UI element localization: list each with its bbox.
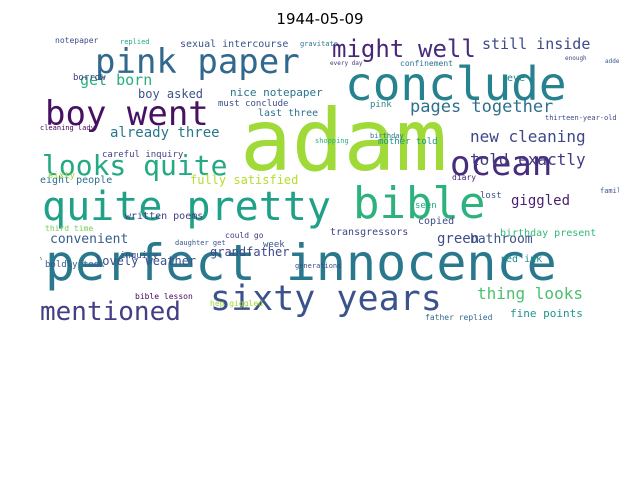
word-fully-satisfied: fully satisfied: [190, 173, 298, 187]
word-generations: generations: [295, 262, 341, 270]
word-might: might: [332, 35, 404, 63]
word-every-day: every day: [330, 60, 363, 67]
word-fine-points: fine points: [510, 307, 583, 320]
word-inquiry: inquiry: [120, 251, 159, 261]
word-last-three: last three: [258, 108, 318, 119]
word-pages-together: pages together: [410, 97, 553, 117]
word-enough: enough: [565, 55, 587, 62]
word-thing-looks: thing looks: [477, 284, 583, 303]
word-family: family: [600, 187, 619, 195]
word-boldly-took: boldly took: [45, 260, 105, 270]
word-bible-lesson: bible lesson: [135, 292, 193, 301]
word-confinement: confinement: [400, 59, 453, 68]
word-gravitate: gravitate: [300, 40, 338, 48]
word-new-cleaning: new cleaning: [470, 127, 586, 146]
word-father-replied: father replied: [425, 313, 493, 322]
word-copied: copied: [418, 216, 454, 227]
word-shopping: shopping: [315, 137, 349, 145]
word-three-generations: three generations: [40, 208, 42, 290]
word-told-exactly: told exactly: [470, 150, 586, 169]
word-sexual-intercourse: sexual intercourse: [180, 39, 288, 50]
word-diary: diary: [452, 173, 476, 182]
word-mentioned: mentioned: [40, 297, 181, 327]
word-boy-asked: boy asked: [138, 87, 203, 101]
word-notepaper: notepaper: [55, 36, 99, 45]
word-thirteen-year-old: thirteen-year-old: [545, 114, 617, 122]
word-giggled: giggled: [511, 193, 570, 209]
chart-title: 1944-05-09: [0, 10, 640, 28]
word-birthday-present: birthday present: [500, 228, 596, 239]
word-added: added: [605, 58, 619, 65]
word-still-inside: still inside: [482, 35, 590, 53]
word-pink: pink: [370, 100, 392, 110]
word-borrow: borrow: [73, 73, 106, 83]
word-third-time: third time: [45, 224, 93, 233]
word-daughter-get: daughter get: [175, 239, 226, 247]
word-hep-giggled: hep giggled: [210, 299, 263, 308]
word-cleaning-lady: cleaning lady: [40, 124, 95, 132]
word-replied: replied: [120, 38, 150, 46]
word-lost: lost: [480, 191, 502, 201]
word-eve: eve: [507, 73, 525, 84]
word-red-ink: red ink: [500, 254, 542, 265]
word-written-poems: written poems: [125, 211, 203, 222]
word-could-go: could go: [225, 231, 264, 240]
word-birthday: birthday: [370, 132, 404, 140]
word-nice-notepaper: nice notepaper: [230, 86, 323, 99]
word-careful-inquiry: careful inquiry: [102, 150, 184, 160]
word-sixty: sixty: [48, 171, 76, 181]
word-week: week: [263, 240, 285, 250]
word-already-three: already three: [110, 125, 220, 141]
word-convenient: convenient: [50, 232, 128, 247]
word-seen: seen: [415, 201, 437, 211]
word-transgressors: transgressors: [330, 227, 408, 238]
